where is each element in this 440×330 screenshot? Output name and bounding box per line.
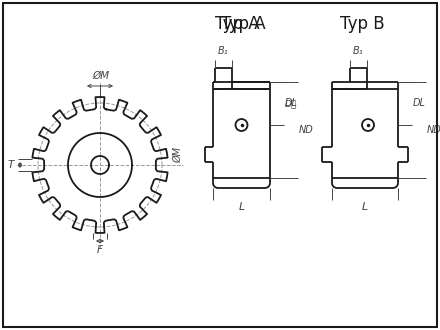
- Text: B₁: B₁: [218, 46, 229, 56]
- Text: B₁: B₁: [353, 46, 364, 56]
- Text: ØM: ØM: [92, 71, 110, 81]
- Text: DL: DL: [413, 98, 426, 109]
- Text: L: L: [362, 202, 368, 212]
- Text: ND: ND: [299, 125, 314, 135]
- Text: L: L: [238, 202, 245, 212]
- Bar: [195, 50, 305, 215]
- Text: Typ B: Typ B: [340, 15, 384, 33]
- Text: F: F: [97, 245, 103, 255]
- Text: D꜀: D꜀: [285, 99, 297, 108]
- Text: Typ A: Typ A: [215, 15, 259, 33]
- Text: Typ A: Typ A: [221, 15, 265, 33]
- Text: ND: ND: [427, 125, 440, 135]
- Text: ØM: ØM: [173, 147, 183, 163]
- Text: DL: DL: [285, 98, 298, 109]
- Bar: [310, 50, 435, 215]
- Text: T: T: [7, 160, 14, 170]
